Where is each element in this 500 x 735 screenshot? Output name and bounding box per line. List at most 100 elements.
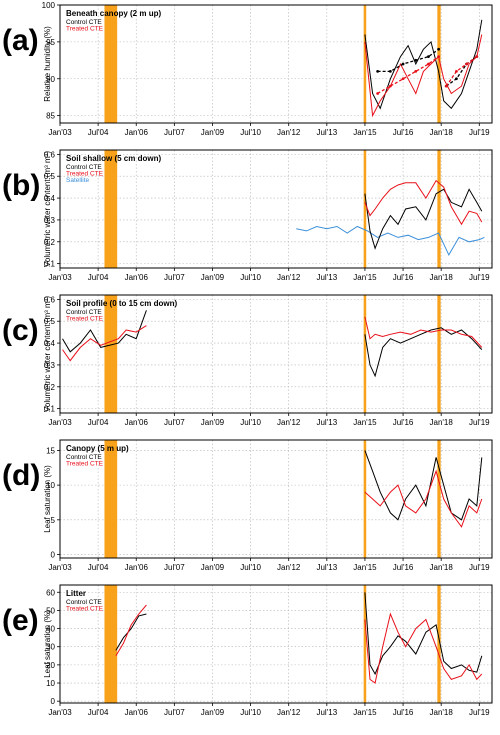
series-point (388, 69, 392, 73)
series-line (115, 604, 147, 657)
series-line (364, 188, 483, 250)
event-band (104, 585, 118, 703)
event-band (363, 5, 367, 123)
x-tick-label: Jan'18 (430, 708, 454, 717)
y-tick-label: 20 (46, 661, 55, 670)
y-tick-label: 5 (51, 516, 56, 525)
event-band (437, 585, 441, 703)
x-tick-label: Jan'12 (277, 563, 301, 572)
series-point (455, 77, 458, 81)
y-tick-label: 10 (46, 481, 55, 490)
x-tick-label: Jul'10 (240, 708, 261, 717)
series-line (445, 56, 478, 87)
x-tick-label: Jul'07 (164, 273, 185, 282)
plot-frame (59, 439, 493, 559)
event-band (104, 5, 118, 123)
x-tick-label: Jan'06 (125, 273, 149, 282)
x-tick-label: Jul'13 (316, 273, 337, 282)
event-band (104, 440, 118, 558)
y-tick-label: 0 (51, 551, 56, 560)
y-tick-label: 0.4 (44, 339, 56, 348)
panel-title: Beneath canopy (2 m up) (66, 9, 161, 18)
x-tick-label: Jan'15 (353, 273, 377, 282)
event-band (363, 295, 367, 413)
y-axis-label: Leaf saturation (%) (43, 465, 52, 533)
x-tick-label: Jan'06 (125, 708, 149, 717)
x-tick-label: Jan'18 (430, 128, 454, 137)
y-tick-label: 0.5 (44, 317, 56, 326)
x-tick-label: Jul'04 (88, 273, 109, 282)
y-tick-label: 15 (46, 446, 55, 455)
legend-entry: Treated CTE (66, 26, 104, 33)
series-point (455, 69, 458, 73)
event-band (363, 150, 367, 268)
series-line (364, 612, 483, 684)
y-axis-label: Volumetric water content (m³ m³) (43, 296, 52, 412)
x-tick-label: Jul'13 (316, 563, 337, 572)
x-tick-label: Jan'06 (125, 563, 149, 572)
y-tick-label: 0.6 (44, 295, 56, 304)
series-point (437, 47, 441, 51)
y-tick-label: 0.3 (44, 361, 56, 370)
x-tick-label: Jul'07 (164, 128, 185, 137)
series-line (377, 48, 439, 73)
event-band (437, 150, 441, 268)
plot-frame (59, 4, 493, 124)
x-tick-label: Jan'09 (201, 418, 225, 427)
event-band (437, 440, 441, 558)
series-line (377, 56, 439, 95)
legend-entry: Control CTE (66, 454, 102, 461)
x-tick-label: Jan'03 (48, 708, 72, 717)
x-tick-label: Jan'15 (353, 708, 377, 717)
x-tick-label: Jan'03 (48, 273, 72, 282)
legend-entry: Treated CTE (66, 461, 104, 468)
x-tick-label: Jul'13 (316, 418, 337, 427)
y-tick-label: 0.6 (44, 150, 56, 159)
y-tick-label: 0.3 (44, 216, 56, 225)
x-tick-label: Jul'19 (469, 273, 490, 282)
series-point (465, 62, 468, 66)
x-tick-label: Jan'12 (277, 273, 301, 282)
series-line (364, 316, 483, 348)
legend-entry: Satellite (66, 177, 90, 184)
series-point (414, 69, 418, 73)
x-tick-label: Jan'09 (201, 708, 225, 717)
x-tick-label: Jan'03 (48, 418, 72, 427)
series-point (401, 77, 405, 81)
series-line (364, 469, 483, 528)
x-tick-label: Jan'09 (201, 563, 225, 572)
x-tick-label: Jul'16 (393, 418, 414, 427)
x-tick-label: Jan'09 (201, 273, 225, 282)
series-point (414, 58, 418, 62)
panel-letter: (a) (2, 24, 39, 57)
x-tick-label: Jul'16 (393, 563, 414, 572)
x-tick-label: Jul'13 (316, 128, 337, 137)
event-band (104, 295, 118, 413)
legend-entry: Control CTE (66, 164, 102, 171)
y-axis-label: Relative humidity (%) (43, 26, 52, 102)
y-tick-label: 0.5 (44, 172, 56, 181)
y-tick-label: 60 (46, 588, 55, 597)
x-tick-label: Jul'10 (240, 128, 261, 137)
x-tick-label: Jan'15 (353, 418, 377, 427)
x-tick-label: Jul'19 (469, 418, 490, 427)
y-tick-label: 40 (46, 625, 55, 634)
panel-title: Soil profile (0 to 15 cm down) (66, 299, 177, 308)
y-tick-label: 10 (46, 679, 55, 688)
legend-entry: Treated CTE (66, 606, 104, 613)
series-line (62, 310, 147, 353)
series-line (364, 19, 483, 110)
series-point (401, 62, 405, 66)
y-tick-label: 85 (46, 112, 55, 121)
x-tick-label: Jul'16 (393, 708, 414, 717)
x-tick-label: Jan'09 (201, 128, 225, 137)
x-tick-label: Jul'04 (88, 563, 109, 572)
event-band (437, 295, 441, 413)
y-tick-label: 100 (42, 1, 56, 10)
x-tick-label: Jan'18 (430, 563, 454, 572)
x-tick-label: Jul'04 (88, 418, 109, 427)
series-point (376, 69, 380, 73)
panel-letter: (c) (2, 314, 39, 347)
series-point (376, 92, 380, 95)
y-tick-label: 0 (51, 697, 56, 706)
